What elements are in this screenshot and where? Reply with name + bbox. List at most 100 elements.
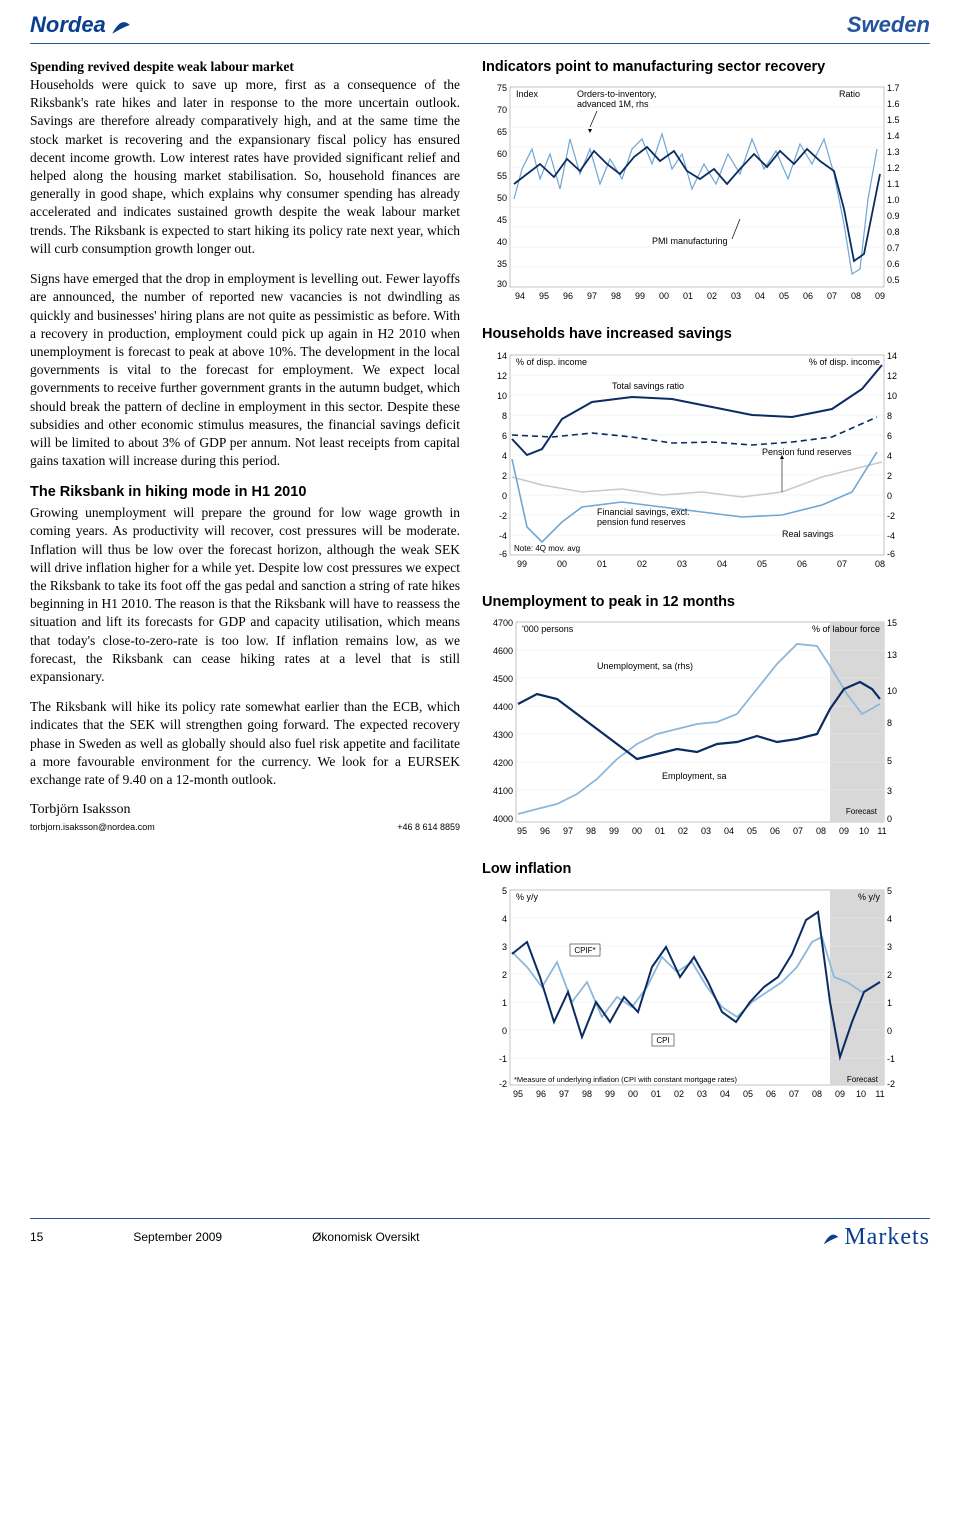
svg-text:0: 0 (502, 1026, 507, 1036)
svg-text:Financial savings, excl.: Financial savings, excl. (597, 507, 690, 517)
svg-text:97: 97 (563, 826, 573, 836)
svg-text:02: 02 (678, 826, 688, 836)
svg-text:2: 2 (502, 970, 507, 980)
svg-text:1.1: 1.1 (887, 179, 900, 189)
chart-unemployment: Unemployment to peak in 12 months 470046… (482, 593, 912, 845)
svg-text:15: 15 (887, 618, 897, 628)
svg-text:10: 10 (859, 826, 869, 836)
svg-text:04: 04 (720, 1089, 730, 1099)
svg-text:00: 00 (557, 559, 567, 569)
svg-text:0.5: 0.5 (887, 275, 900, 285)
svg-text:*Measure of underlying inflati: *Measure of underlying inflation (CPI wi… (514, 1075, 738, 1084)
svg-text:Index: Index (516, 89, 539, 99)
svg-text:2: 2 (887, 471, 892, 481)
svg-text:45: 45 (497, 215, 507, 225)
svg-text:1.2: 1.2 (887, 163, 900, 173)
author-contact: torbjorn.isaksson@nordea.com +46 8 614 8… (30, 821, 460, 833)
author-phone: +46 8 614 8859 (397, 821, 460, 833)
svg-text:Employment, sa: Employment, sa (662, 771, 727, 781)
svg-text:12: 12 (887, 371, 897, 381)
svg-text:09: 09 (839, 826, 849, 836)
chart1-title: Indicators point to manufacturing sector… (482, 58, 912, 78)
svg-text:10: 10 (856, 1089, 866, 1099)
svg-text:55: 55 (497, 171, 507, 181)
svg-text:Real savings: Real savings (782, 529, 834, 539)
para-3: Growing unemployment will prepare the gr… (30, 504, 460, 686)
svg-text:99: 99 (635, 291, 645, 301)
svg-text:Total savings ratio: Total savings ratio (612, 381, 684, 391)
svg-text:05: 05 (747, 826, 757, 836)
svg-text:70: 70 (497, 105, 507, 115)
svg-text:-2: -2 (499, 1079, 507, 1089)
svg-text:6: 6 (887, 431, 892, 441)
svg-text:% of disp. income: % of disp. income (809, 357, 880, 367)
svg-text:1.5: 1.5 (887, 115, 900, 125)
svg-text:10: 10 (497, 391, 507, 401)
chart-manufacturing: Indicators point to manufacturing sector… (482, 58, 912, 310)
svg-text:99: 99 (517, 559, 527, 569)
svg-text:1.7: 1.7 (887, 83, 900, 93)
svg-text:4200: 4200 (493, 758, 513, 768)
svg-text:4700: 4700 (493, 618, 513, 628)
svg-text:97: 97 (559, 1089, 569, 1099)
svg-text:pension fund reserves: pension fund reserves (597, 517, 686, 527)
svg-text:99: 99 (605, 1089, 615, 1099)
svg-text:65: 65 (497, 127, 507, 137)
svg-text:02: 02 (637, 559, 647, 569)
svg-text:Forecast: Forecast (847, 1075, 879, 1084)
svg-text:30: 30 (497, 279, 507, 289)
svg-text:06: 06 (770, 826, 780, 836)
svg-text:96: 96 (536, 1089, 546, 1099)
svg-text:2: 2 (887, 970, 892, 980)
svg-text:0: 0 (887, 814, 892, 824)
svg-text:8: 8 (887, 718, 892, 728)
page-footer: 15 September 2009 Økonomisk Oversikt Mar… (30, 1218, 930, 1253)
svg-text:09: 09 (875, 291, 885, 301)
svg-text:11: 11 (877, 826, 886, 836)
svg-text:4400: 4400 (493, 702, 513, 712)
svg-text:98: 98 (586, 826, 596, 836)
svg-text:-6: -6 (499, 549, 507, 559)
svg-text:0: 0 (887, 491, 892, 501)
svg-text:14: 14 (887, 351, 897, 361)
svg-text:% of disp. income: % of disp. income (516, 357, 587, 367)
page-header: Nordea Sweden (30, 0, 930, 44)
author-email: torbjorn.isaksson@nordea.com (30, 821, 155, 833)
svg-text:4100: 4100 (493, 786, 513, 796)
svg-text:0.6: 0.6 (887, 259, 900, 269)
chart-column: Indicators point to manufacturing sector… (482, 58, 930, 1128)
footer-page-number: 15 (30, 1229, 43, 1245)
svg-text:4: 4 (502, 451, 507, 461)
svg-text:-4: -4 (887, 531, 895, 541)
svg-text:Unemployment, sa (rhs): Unemployment, sa (rhs) (597, 661, 693, 671)
chart3-svg: 470046004500 440043004200 41004000 15131… (482, 614, 912, 844)
svg-text:98: 98 (611, 291, 621, 301)
svg-text:'000 persons: '000 persons (522, 624, 574, 634)
svg-text:Ratio: Ratio (839, 89, 860, 99)
content-columns: Spending revived despite weak labour mar… (30, 58, 930, 1128)
footer-right: Markets (822, 1221, 930, 1253)
svg-text:05: 05 (757, 559, 767, 569)
para-1: Spending revived despite weak labour mar… (30, 58, 460, 258)
svg-text:3: 3 (887, 942, 892, 952)
svg-text:-2: -2 (887, 511, 895, 521)
svg-text:0: 0 (887, 1026, 892, 1036)
svg-text:99: 99 (609, 826, 619, 836)
chart-inflation: Low inflation 543 210 -1-2 543 210 -1 (482, 860, 912, 1112)
svg-text:0.8: 0.8 (887, 227, 900, 237)
markets-logo: Markets (844, 1221, 930, 1253)
svg-text:96: 96 (540, 826, 550, 836)
svg-text:75: 75 (497, 83, 507, 93)
svg-text:01: 01 (655, 826, 665, 836)
heading-spending: Spending revived despite weak labour mar… (30, 59, 294, 74)
footer-date: September 2009 (133, 1229, 222, 1245)
chart4-svg: 543 210 -1-2 543 210 -1-2 959697 989900 … (482, 882, 912, 1112)
svg-text:-2: -2 (499, 511, 507, 521)
svg-text:4: 4 (887, 451, 892, 461)
svg-text:11: 11 (875, 1089, 884, 1099)
chart1-svg: 757065 605550 454035 30 1.71.61.5 1.41.3… (482, 79, 912, 309)
svg-text:07: 07 (793, 826, 803, 836)
svg-text:35: 35 (497, 259, 507, 269)
svg-text:04: 04 (724, 826, 734, 836)
svg-text:1.6: 1.6 (887, 99, 900, 109)
